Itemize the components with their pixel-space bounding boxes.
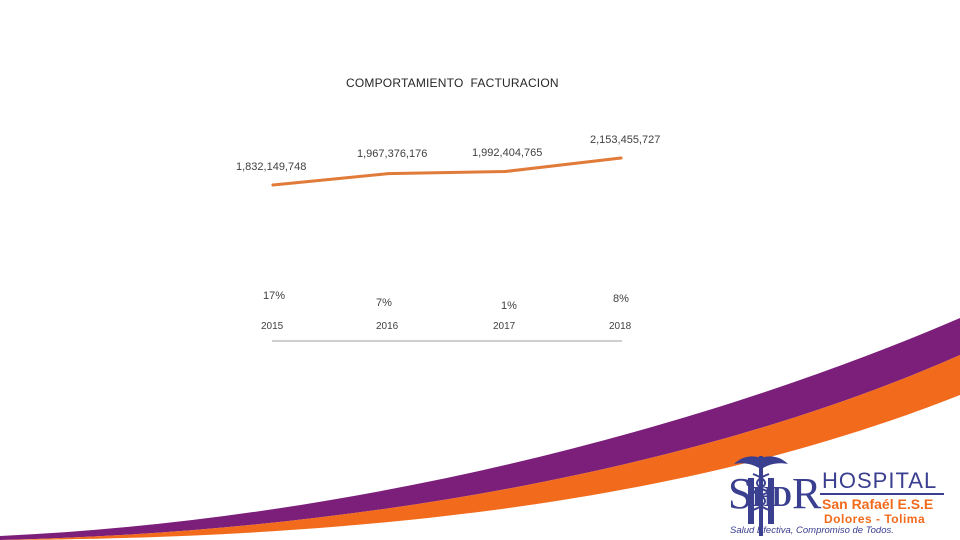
data-point — [386, 172, 390, 176]
logo-tagline: Salud Efectiva, Compromiso de Todos. — [730, 525, 894, 536]
data-point — [619, 156, 623, 160]
x-tick-label: 2018 — [609, 321, 632, 332]
value-label: 1,992,404,765 — [472, 146, 543, 159]
growth-label: 7% — [376, 297, 392, 309]
value-label: 2,153,455,727 — [590, 134, 661, 146]
logo-letter-hd: HD — [752, 482, 792, 513]
logo-letter-s: S — [728, 469, 753, 518]
data-point — [271, 183, 275, 187]
growth-label: 17% — [263, 290, 286, 302]
x-tick-label: 2017 — [493, 321, 516, 332]
chart-title: COMPORTAMIENTO FACTURACION — [346, 76, 559, 90]
logo-hospital-text: HOSPITAL — [822, 468, 938, 493]
value-label: 1,832,149,748 — [236, 161, 307, 173]
hospital-logo: S HD R HOSPITAL San Rafaél E.S.E Dolores… — [726, 452, 956, 538]
logo-location-text: Dolores - Tolima — [824, 512, 926, 526]
orange-band — [0, 355, 960, 540]
series-line — [271, 156, 623, 187]
logo-divider — [820, 493, 944, 495]
growth-label: 1% — [501, 300, 517, 312]
caduceus-icon — [734, 456, 788, 536]
x-tick-label: 2015 — [261, 321, 284, 332]
logo-letter-r: R — [792, 469, 822, 518]
logo-name-text: San Rafaél E.S.E — [822, 496, 934, 512]
value-label: 1,967,376,176 — [357, 147, 428, 160]
data-point — [503, 170, 507, 174]
growth-label: 8% — [613, 293, 629, 305]
x-tick-label: 2016 — [376, 321, 399, 332]
